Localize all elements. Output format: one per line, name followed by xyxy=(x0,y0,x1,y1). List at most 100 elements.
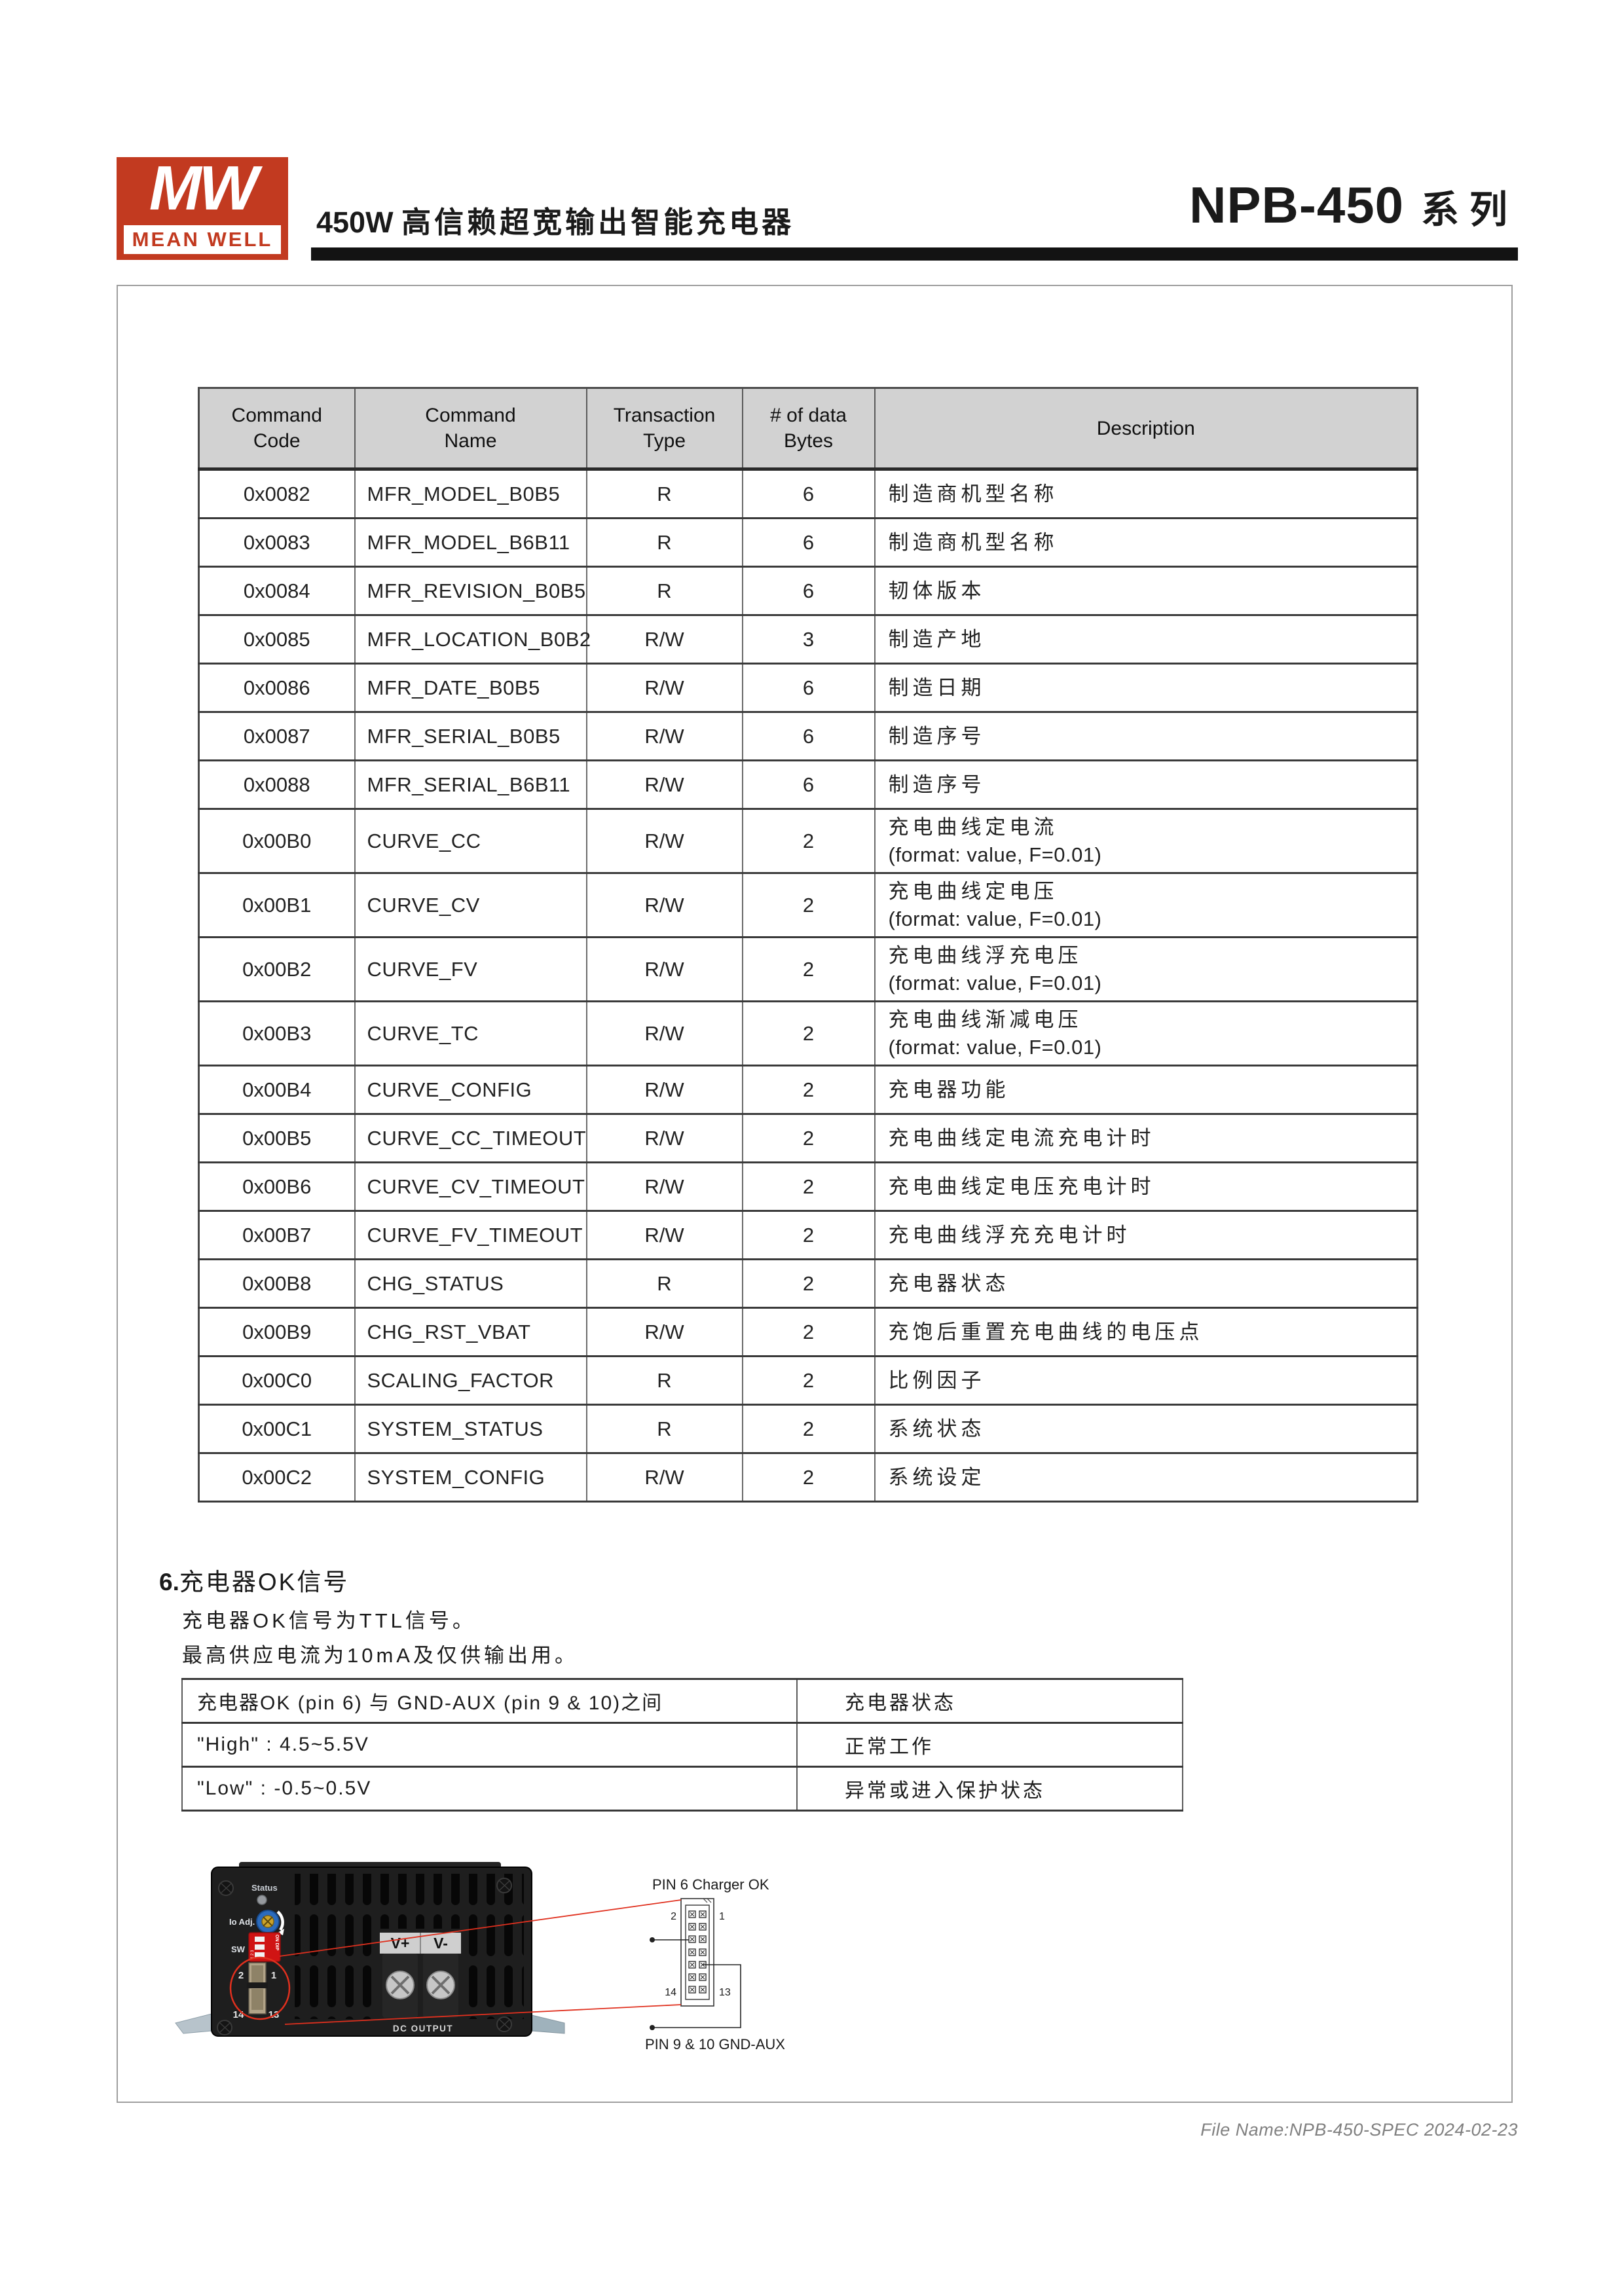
charger-ok-figure: Status Io Adj. SW ON DIP 1 2 3 2 xyxy=(175,1862,785,2052)
table-cell: 0x00B9 xyxy=(198,1307,356,1357)
table-row: 0x00B7 CURVE_FV_TIMEOUT R/W 2 充电曲线浮充充电计时 xyxy=(198,1210,1418,1260)
table-cell: 充电器状态 xyxy=(796,1678,1183,1724)
table-cell: MFR_MODEL_B0B5 xyxy=(354,468,587,519)
series-title: NPB-450 系列 xyxy=(1189,175,1518,235)
table-cell: R/W xyxy=(585,663,743,713)
command-table: Command Code Command Name Transaction Ty… xyxy=(198,387,1418,1503)
table-cell: 2 xyxy=(741,1404,876,1454)
table-cell: 2 xyxy=(741,1210,876,1260)
logo-mw-glyph: MW xyxy=(149,153,259,223)
table-cell: 0x0088 xyxy=(198,759,356,810)
table-cell: R/W xyxy=(585,808,743,874)
table-cell: CURVE_FV_TIMEOUT xyxy=(354,1210,587,1260)
command-table-body: 0x0082 MFR_MODEL_B0B5 R 6 制造商机型名称 0x0083 MFR_M… xyxy=(198,468,1418,1503)
table-cell-description: 制造序号 xyxy=(874,759,1418,810)
diagram-pin14-label: 14 xyxy=(665,1987,676,1998)
logo-brand-strip: MEAN WELL xyxy=(124,225,281,254)
diagram-pin2-label: 2 xyxy=(671,1911,676,1922)
connector-pin1-label: 1 xyxy=(271,1970,276,1981)
table-cell: R/W xyxy=(585,1000,743,1066)
table-cell-description: 韧体版本 xyxy=(874,566,1418,616)
table-cell: R/W xyxy=(585,1210,743,1260)
mean-well-logo: MW MEAN WELL xyxy=(117,153,288,260)
footer-file-info: File Name:NPB-450-SPEC 2024-02-23 xyxy=(1200,2120,1518,2140)
table-cell: R/W xyxy=(585,1113,743,1163)
table-cell: 0x00B0 xyxy=(198,808,356,874)
aux-connector xyxy=(247,1962,268,2014)
table-cell: 0x0086 xyxy=(198,663,356,713)
table-row: 充电器OK (pin 6) 与 GND-AUX (pin 9 & 10)之间 充电… xyxy=(181,1678,1183,1724)
table-cell: 6 xyxy=(741,663,876,713)
vent-grille xyxy=(380,1874,461,1929)
table-cell: R/W xyxy=(585,1307,743,1357)
header-divider-bar xyxy=(311,247,1518,261)
panel-screw-icon xyxy=(217,1878,512,2035)
table-cell: 异常或进入保护状态 xyxy=(796,1766,1183,1812)
table-row: "High" : 4.5~5.5V 正常工作 xyxy=(181,1722,1183,1768)
signal-table-body: 充电器OK (pin 6) 与 GND-AUX (pin 9 & 10)之间 充电… xyxy=(181,1678,1183,1812)
section6-number: 6. xyxy=(159,1569,179,1595)
connector-highlight-ellipse xyxy=(229,1956,291,2020)
table-cell: CURVE_CONFIG xyxy=(354,1065,587,1115)
vent-grille xyxy=(464,1874,524,2019)
table-cell: "High" : 4.5~5.5V xyxy=(181,1722,798,1768)
table-cell: 6 xyxy=(741,759,876,810)
page-title: 450W 高信赖超宽输出智能充电器 xyxy=(316,198,794,241)
table-row: 0x00B2 CURVE_FV R/W 2 充电曲线浮充电压 (format: value… xyxy=(198,936,1418,1002)
col-header-command-code: Command Code xyxy=(198,387,356,471)
table-row: 0x00C0 SCALING_FACTOR R 2 比例因子 xyxy=(198,1355,1418,1406)
pin6-charger-ok-label: PIN 6 Charger OK xyxy=(652,1876,769,1893)
table-cell: MFR_SERIAL_B6B11 xyxy=(354,759,587,810)
diagram-pin13-label: 13 xyxy=(719,1987,731,1998)
table-cell: CHG_RST_VBAT xyxy=(354,1307,587,1357)
dip-on-label: ON DIP xyxy=(274,1935,279,1950)
table-cell: 0x00B4 xyxy=(198,1065,356,1115)
table-cell: 0x0087 xyxy=(198,711,356,761)
command-table-wrapper: Command Code Command Name Transaction Ty… xyxy=(198,387,1418,1503)
table-cell: R/W xyxy=(585,872,743,938)
table-row: 0x00B6 CURVE_CV_TIMEOUT R/W 2 充电曲线定电压充电计时 xyxy=(198,1161,1418,1212)
table-cell: 2 xyxy=(741,936,876,1002)
table-cell: R/W xyxy=(585,759,743,810)
table-row: 0x0082 MFR_MODEL_B0B5 R 6 制造商机型名称 xyxy=(198,468,1418,519)
table-cell: "Low" : -0.5~0.5V xyxy=(181,1766,798,1812)
table-cell: SYSTEM_CONFIG xyxy=(354,1452,587,1503)
table-cell: 2 xyxy=(741,1161,876,1212)
table-row: "Low" : -0.5~0.5V 异常或进入保护状态 xyxy=(181,1766,1183,1812)
table-row: 0x00B5 CURVE_CC_TIMEOUT R/W 2 充电曲线定电流充电计时 xyxy=(198,1113,1418,1163)
table-cell: MFR_LOCATION_B0B2 xyxy=(354,614,591,665)
table-cell: 2 xyxy=(741,1000,876,1066)
table-cell: R xyxy=(585,1258,743,1309)
section6-line1: 充电器OK信号为TTL信号。 xyxy=(182,1609,476,1632)
table-cell: R xyxy=(585,468,743,519)
pin-diagram: PIN 6 Charger OK 2 1 14 13 PIN 9 & 10 GN… xyxy=(645,1876,785,2052)
table-row: 0x00B8 CHG_STATUS R 2 充电器状态 xyxy=(198,1258,1418,1309)
connector-pin14-label: 14 xyxy=(233,2009,244,2020)
table-cell: 0x0084 xyxy=(198,566,356,616)
table-cell: 2 xyxy=(741,1355,876,1406)
table-cell: 0x00B7 xyxy=(198,1210,356,1260)
table-cell: R xyxy=(585,566,743,616)
dc-output-label: DC OUTPUT xyxy=(393,2024,453,2033)
table-row: 0x0084 MFR_REVISION_B0B5 R 6 韧体版本 xyxy=(198,566,1418,616)
table-cell-description: 充电曲线定电流充电计时 xyxy=(874,1113,1418,1163)
table-cell: CURVE_CC_TIMEOUT xyxy=(354,1113,587,1163)
table-cell: 0x00B5 xyxy=(198,1113,356,1163)
table-row: 0x0083 MFR_MODEL_B6B11 R 6 制造商机型名称 xyxy=(198,517,1418,568)
table-cell: R xyxy=(585,517,743,568)
table-cell: 0x00C2 xyxy=(198,1452,356,1503)
table-row: 0x0086 MFR_DATE_B0B5 R/W 6 制造日期 xyxy=(198,663,1418,713)
table-cell-description: 充电器状态 xyxy=(874,1258,1418,1309)
connector-pin2-label: 2 xyxy=(238,1970,244,1981)
table-cell: 6 xyxy=(741,468,876,519)
table-cell-description: 充电器功能 xyxy=(874,1065,1418,1115)
charger-device-photo: Status Io Adj. SW ON DIP 1 2 3 2 xyxy=(211,1862,532,2037)
table-cell: 2 xyxy=(741,1113,876,1163)
table-row: 0x0085 MFR_LOCATION_B0B2 R/W 3 制造产地 xyxy=(198,614,1418,665)
table-cell: 充电器OK (pin 6) 与 GND-AUX (pin 9 & 10)之间 xyxy=(181,1678,798,1724)
section6-heading: 6.充电器OK信号 xyxy=(159,1562,349,1597)
v-minus-label: V- xyxy=(434,1935,448,1952)
section6-title: 充电器OK信号 xyxy=(179,1569,350,1595)
table-cell: 2 xyxy=(741,1307,876,1357)
table-cell-description: 比例因子 xyxy=(874,1355,1418,1406)
